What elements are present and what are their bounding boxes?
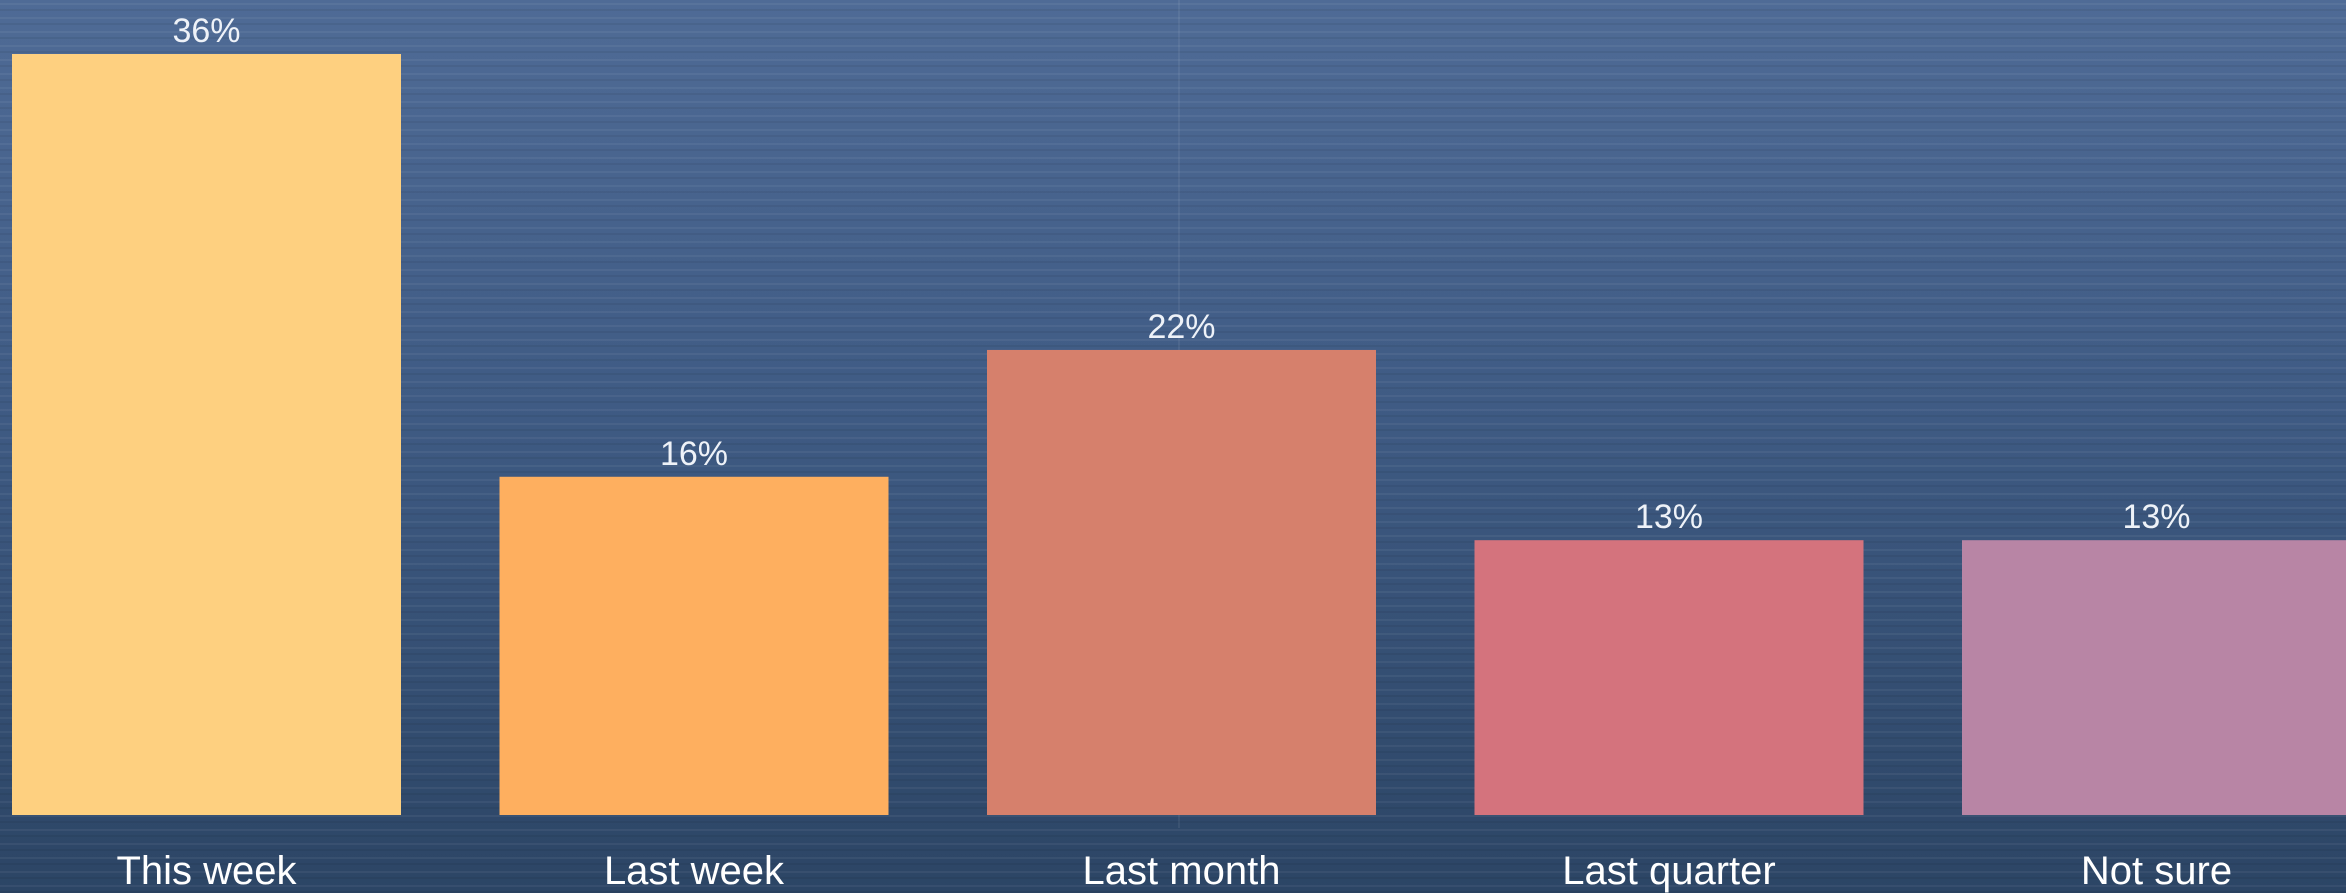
bar [500,477,889,815]
chart: 36% This week 16% Last week 22% Last month 13%… [0,0,2346,893]
value-label: 22% [1147,308,1215,346]
category-label: Not sure [2081,849,2232,893]
bar [1962,540,2346,815]
category-label: This week [116,849,297,893]
category-label: Last month [1083,849,1281,893]
value-label: 13% [2122,498,2190,536]
value-label: 36% [172,12,240,50]
value-label: 13% [1635,498,1703,536]
bar [1475,540,1864,815]
page: {"chart_data": {"type": "bar", "categori… [0,0,2346,893]
value-label: 16% [660,435,728,473]
bar [12,54,401,815]
bar [987,350,1376,815]
category-label: Last week [604,849,785,893]
category-label: Last quarter [1562,849,1775,893]
